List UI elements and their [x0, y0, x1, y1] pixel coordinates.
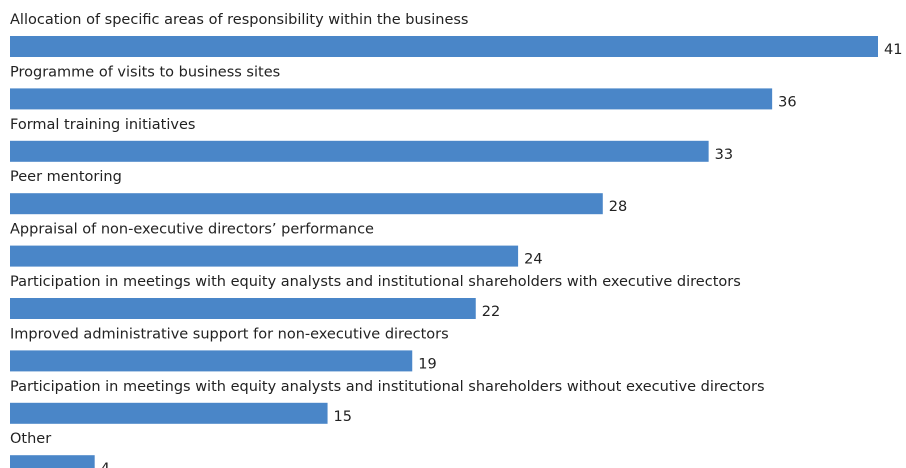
- value-label: 41: [884, 42, 902, 58]
- bar: [10, 36, 878, 57]
- bar: [10, 402, 328, 424]
- bar: [10, 298, 476, 319]
- bar: [10, 350, 413, 372]
- category-label: Participation in meetings with equity an…: [10, 379, 765, 395]
- bar: [10, 455, 95, 468]
- value-label: 15: [334, 409, 352, 425]
- category-label: Other: [10, 431, 51, 447]
- category-label: Participation in meetings with equity an…: [10, 274, 741, 290]
- value-label: 33: [715, 147, 733, 163]
- value-label: 36: [778, 94, 796, 110]
- category-label: Formal training initiatives: [10, 117, 195, 133]
- category-label: Appraisal of non-executive directors’ pe…: [10, 222, 374, 238]
- value-label: 4: [101, 461, 110, 468]
- bar: [10, 88, 773, 110]
- value-label: 22: [482, 304, 500, 320]
- value-label: 19: [418, 356, 436, 372]
- bar: [10, 193, 603, 215]
- category-label: Programme of visits to business sites: [10, 64, 280, 80]
- category-label: Peer mentoring: [10, 169, 122, 185]
- value-label: 28: [609, 199, 627, 215]
- category-label: Allocation of specific areas of responsi…: [10, 12, 468, 28]
- category-label: Improved administrative support for non-…: [10, 326, 449, 342]
- value-label: 24: [524, 252, 542, 268]
- bar: [10, 140, 709, 162]
- bar: [10, 245, 519, 267]
